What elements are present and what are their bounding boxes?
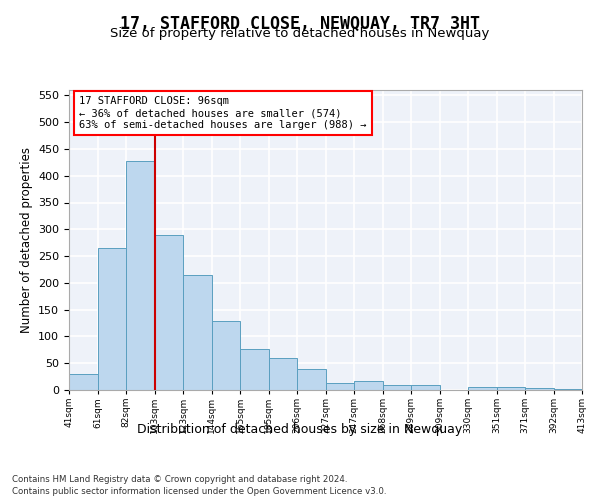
Bar xyxy=(297,368,325,390)
Bar xyxy=(69,374,97,390)
Bar xyxy=(525,388,554,390)
Text: Size of property relative to detached houses in Newquay: Size of property relative to detached ho… xyxy=(110,28,490,40)
Bar xyxy=(269,358,297,390)
Y-axis label: Number of detached properties: Number of detached properties xyxy=(20,147,32,333)
Bar xyxy=(554,389,582,390)
Bar xyxy=(383,384,411,390)
Bar xyxy=(212,322,240,390)
Bar xyxy=(411,384,439,390)
Bar xyxy=(325,383,354,390)
Text: Contains public sector information licensed under the Open Government Licence v3: Contains public sector information licen… xyxy=(12,488,386,496)
Bar xyxy=(126,160,155,390)
Text: Contains HM Land Registry data © Crown copyright and database right 2024.: Contains HM Land Registry data © Crown c… xyxy=(12,475,347,484)
Text: 17, STAFFORD CLOSE, NEWQUAY, TR7 3HT: 17, STAFFORD CLOSE, NEWQUAY, TR7 3HT xyxy=(120,15,480,33)
Bar xyxy=(183,275,212,390)
Bar xyxy=(468,388,497,390)
Bar xyxy=(497,388,525,390)
Bar xyxy=(354,382,383,390)
Bar xyxy=(97,248,126,390)
Bar xyxy=(155,234,183,390)
Bar xyxy=(240,349,269,390)
Text: Distribution of detached houses by size in Newquay: Distribution of detached houses by size … xyxy=(137,422,463,436)
Text: 17 STAFFORD CLOSE: 96sqm
← 36% of detached houses are smaller (574)
63% of semi-: 17 STAFFORD CLOSE: 96sqm ← 36% of detach… xyxy=(79,96,367,130)
